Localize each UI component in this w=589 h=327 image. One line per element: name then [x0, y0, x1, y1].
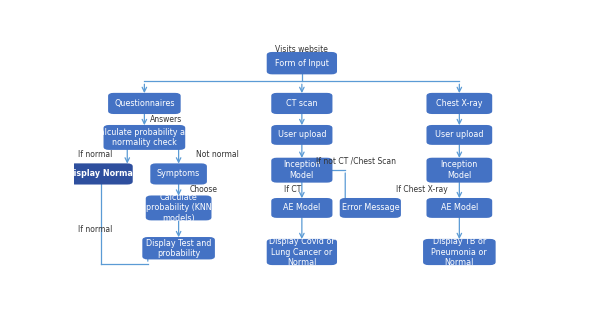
Text: If normal: If normal — [78, 225, 112, 234]
FancyBboxPatch shape — [426, 158, 492, 183]
Text: Symptoms: Symptoms — [157, 169, 200, 179]
Text: Inception
Model: Inception Model — [283, 161, 320, 180]
FancyBboxPatch shape — [267, 52, 337, 74]
FancyBboxPatch shape — [272, 198, 332, 218]
FancyBboxPatch shape — [143, 237, 215, 259]
FancyBboxPatch shape — [70, 164, 133, 184]
FancyBboxPatch shape — [426, 125, 492, 145]
Text: Questionnaires: Questionnaires — [114, 99, 174, 108]
FancyBboxPatch shape — [426, 198, 492, 218]
Text: Display Normal: Display Normal — [67, 169, 135, 179]
FancyBboxPatch shape — [267, 239, 337, 265]
Text: CT scan: CT scan — [286, 99, 317, 108]
Text: If normal: If normal — [78, 150, 112, 159]
Text: Inception
Model: Inception Model — [441, 161, 478, 180]
Text: Display Test and
probability: Display Test and probability — [146, 238, 211, 258]
Text: Calculate probability and
normality check: Calculate probability and normality chec… — [94, 128, 195, 147]
FancyBboxPatch shape — [272, 125, 332, 145]
FancyBboxPatch shape — [272, 93, 332, 114]
Text: Chest X-ray: Chest X-ray — [436, 99, 482, 108]
Text: Not normal: Not normal — [196, 150, 239, 159]
FancyBboxPatch shape — [104, 125, 185, 150]
FancyBboxPatch shape — [423, 239, 495, 265]
FancyBboxPatch shape — [426, 93, 492, 114]
Text: Display Covid or
Lung Cancer or
Normal: Display Covid or Lung Cancer or Normal — [269, 237, 335, 267]
Text: Display TB or
Pneumonia or
Normal: Display TB or Pneumonia or Normal — [432, 237, 487, 267]
FancyBboxPatch shape — [150, 164, 207, 184]
Text: Choose: Choose — [190, 185, 218, 194]
Text: User upload: User upload — [277, 130, 326, 139]
Text: Error Message: Error Message — [342, 203, 399, 213]
Text: AE Model: AE Model — [283, 203, 320, 213]
Text: Calculate
probability (KNN
models): Calculate probability (KNN models) — [146, 193, 211, 223]
Text: If CT: If CT — [284, 185, 301, 194]
Text: AE Model: AE Model — [441, 203, 478, 213]
Text: User upload: User upload — [435, 130, 484, 139]
Text: Form of Input: Form of Input — [275, 59, 329, 68]
FancyBboxPatch shape — [272, 158, 332, 183]
Text: Answers: Answers — [150, 115, 183, 124]
FancyBboxPatch shape — [340, 198, 401, 218]
Text: If Chest X-ray: If Chest X-ray — [396, 185, 448, 194]
Text: If not CT /Chest Scan: If not CT /Chest Scan — [316, 156, 396, 165]
FancyBboxPatch shape — [145, 196, 211, 220]
Text: Visits website: Visits website — [276, 45, 328, 54]
FancyBboxPatch shape — [108, 93, 181, 114]
